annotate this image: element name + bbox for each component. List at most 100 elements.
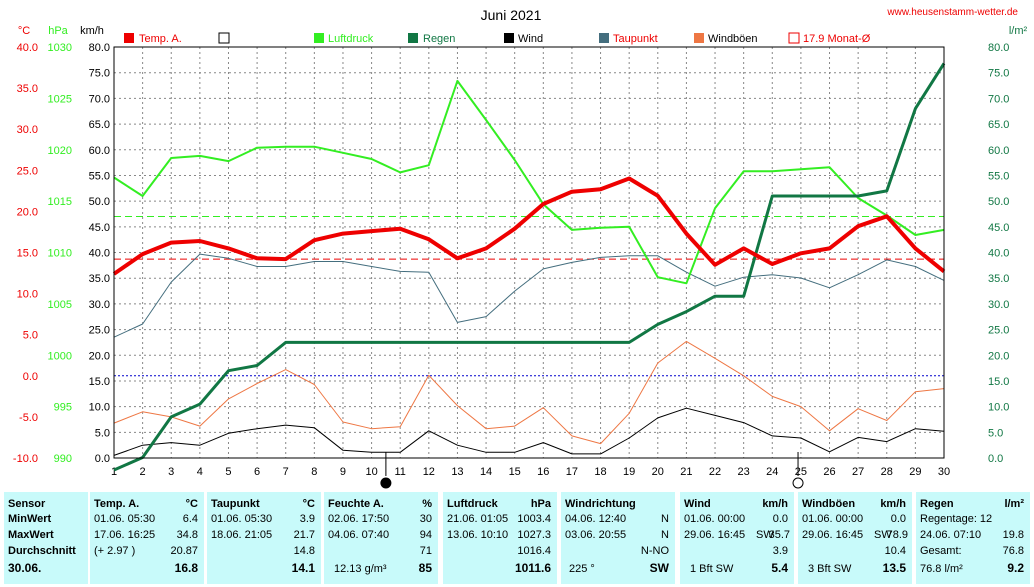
temp-header: Temp. A. — [94, 498, 140, 510]
temp-max-val: 34.8 — [176, 529, 198, 541]
rain-tick-label: 45.0 — [988, 222, 1009, 234]
x-tick-label: 7 — [283, 466, 289, 478]
x-tick-label: 11 — [394, 466, 405, 478]
pressure-max-val: 1027.3 — [517, 529, 551, 541]
dew-min-date: 01.06. 05:30 — [211, 513, 273, 525]
legend-swatch-empty — [218, 32, 230, 44]
gust-unit: km/h — [880, 498, 906, 510]
wind-header: Wind — [684, 498, 711, 510]
humidity-min-date: 02.06. 17:50 — [328, 513, 390, 525]
legend-swatch-avg — [788, 32, 800, 44]
rain-tick-label: 70.0 — [988, 93, 1009, 105]
speed-tick-label: 50.0 — [89, 196, 110, 208]
wind-current: 5.4 — [771, 561, 788, 575]
pressure-tick-label: 1030 — [48, 42, 72, 54]
wind-max-val: 35.7 — [768, 529, 790, 541]
rain-tick-label: 75.0 — [988, 68, 1009, 80]
pressure-min-val: 1003.4 — [517, 513, 551, 525]
x-tick-label: 20 — [652, 466, 664, 478]
humidity-abs: 12.13 g/m³ — [334, 563, 387, 575]
rain-current: 9.2 — [1007, 561, 1024, 575]
wind-avg-val: 3.9 — [772, 545, 788, 557]
x-tick-label: 4 — [197, 466, 203, 478]
speed-tick-label: 65.0 — [89, 119, 110, 131]
x-tick-label: 9 — [340, 466, 346, 478]
temp-tick-label: 30.0 — [17, 124, 38, 136]
plot-frame — [113, 46, 945, 459]
stats-temp-section: Temp. A. °C 01.06. 05:30 6.4 17.06. 16:2… — [90, 492, 204, 584]
x-tick-label: 8 — [311, 466, 317, 478]
sensor-date: 30.06. — [8, 561, 42, 575]
humidity-max-date: 04.06. 07:40 — [328, 529, 390, 541]
stats-rain-section: Regen l/m² Regentage: 12 24.06. 07:10 19… — [916, 492, 1030, 584]
x-tick-label: 23 — [738, 466, 750, 478]
speed-tick-label: 5.0 — [95, 427, 110, 439]
speed-tick-label: 40.0 — [89, 248, 110, 260]
legend-label-pressure: Luftdruck — [328, 33, 374, 45]
x-tick-label: 30 — [938, 466, 950, 478]
sensor-row-min: MinWert — [8, 513, 52, 525]
gust-avg-val: 10.4 — [884, 545, 906, 557]
dew-avg-val: 14.8 — [293, 545, 315, 557]
reference-lines — [114, 216, 944, 377]
rain-tick-label: 5.0 — [988, 427, 1003, 439]
x-tick-label: 15 — [509, 466, 521, 478]
rain-tick-label: 55.0 — [988, 170, 1009, 182]
pressure-tick-label: 1025 — [48, 93, 72, 105]
pressure-tick-label: 1020 — [48, 145, 72, 157]
temp-tick-label: -5.0 — [19, 412, 38, 424]
gust-current: 13.5 — [882, 561, 906, 575]
rain-days-label: Regentage: 12 — [920, 513, 993, 525]
winddir-max-val: N — [661, 529, 669, 541]
wind-max-date: 29.06. 16:45 — [684, 529, 746, 541]
x-tick-label: 24 — [766, 466, 778, 478]
speed-tick-label: 45.0 — [89, 222, 110, 234]
legend: Temp. A. Luftdruck Regen Wind Taupunkt W… — [124, 32, 871, 45]
series-lines — [112, 62, 946, 472]
rain-unit: l/m² — [1004, 498, 1024, 510]
left-axes: -10.0 -5.0 0.0 5.0 10.0 15.0 20.0 25.0 30.0 35.0 4… — [13, 42, 110, 465]
winddir-current: SW — [649, 561, 669, 575]
speed-tick-label: 75.0 — [89, 68, 110, 80]
legend-swatch-gust — [694, 33, 704, 43]
pressure-avg-val: 1016.4 — [517, 545, 551, 557]
unit-speed: km/h — [80, 25, 104, 37]
rain-max-date: 24.06. 07:10 — [920, 529, 982, 541]
sensor-row-max: MaxWert — [8, 529, 54, 541]
legend-label-wind: Wind — [518, 33, 543, 45]
x-axis: 1 2 3 4 5 6 7 8 9 10 11 12 13 14 15 16 17 18 19 20 21 22 23 24 2… — [111, 466, 950, 478]
x-tick-label: 18 — [594, 466, 606, 478]
wind-min-val: 0.0 — [772, 513, 788, 525]
x-tick-label: 3 — [168, 466, 174, 478]
dew-unit: °C — [302, 498, 315, 510]
x-tick-label: 29 — [909, 466, 921, 478]
speed-tick-label: 55.0 — [89, 170, 110, 182]
legend-swatch-rain — [408, 33, 418, 43]
pressure-tick-label: 1000 — [48, 350, 72, 362]
winddir-min-val: N — [661, 513, 669, 525]
temp-tick-label: -10.0 — [13, 453, 38, 465]
legend-swatch-dew — [599, 33, 609, 43]
legend-label-rain: Regen — [423, 33, 455, 45]
rain-tick-label: 10.0 — [988, 402, 1009, 414]
series-line-pressure — [113, 79, 945, 285]
rain-max-val: 19.8 — [1002, 529, 1024, 541]
x-tick-label: 2 — [140, 466, 146, 478]
pressure-min-date: 21.06. 01:05 — [447, 513, 509, 525]
legend-swatch-temp — [124, 33, 134, 43]
website-label[interactable]: www.heusenstamm-wetter.de — [886, 7, 1018, 18]
legend-label-avg: 17.9 Monat-Ø — [803, 33, 871, 45]
x-tick-label: 27 — [852, 466, 864, 478]
legend-swatch-wind — [504, 33, 514, 43]
x-tick-label: 13 — [451, 466, 463, 478]
temp-tick-label: 25.0 — [17, 165, 38, 177]
wind-bft: 1 Bft SW — [690, 563, 734, 575]
pressure-tick-label: 1015 — [48, 196, 72, 208]
grid — [114, 47, 944, 458]
sensor-header: Sensor — [8, 498, 46, 510]
x-tick-label: 21 — [680, 466, 692, 478]
rain-tick-label: 25.0 — [988, 325, 1009, 337]
temp-min-date: 01.06. 05:30 — [94, 513, 156, 525]
temp-avg-val: 20.87 — [170, 545, 198, 557]
winddir-deg: 225 ° — [569, 563, 595, 575]
